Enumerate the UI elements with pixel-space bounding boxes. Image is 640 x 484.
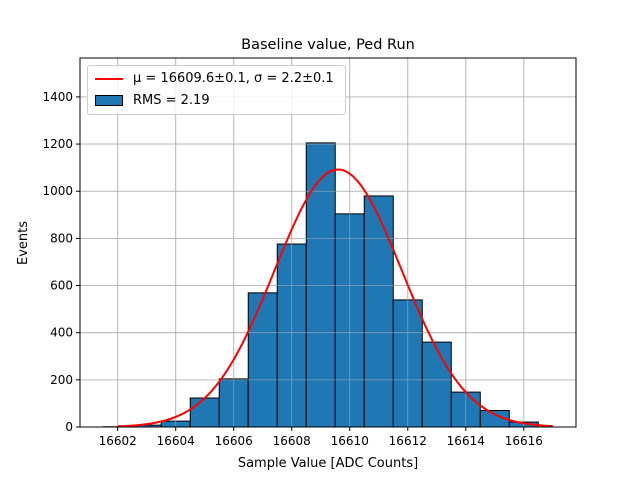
y-tick-label: 200 xyxy=(50,373,73,387)
histogram-bar xyxy=(422,342,451,427)
y-tick-label: 1000 xyxy=(42,184,73,198)
fit-line-swatch xyxy=(95,78,123,80)
legend: μ = 16609.6±0.1, σ = 2.2±0.1 RMS = 2.19 xyxy=(87,65,346,115)
chart-title: Baseline value, Ped Run xyxy=(241,37,415,53)
y-tick-label: 400 xyxy=(50,326,73,340)
histogram-bar xyxy=(306,143,335,427)
y-tick-label: 1400 xyxy=(42,90,73,104)
x-ticks: 16602 16604 16606 16608 16610 16612 16614 16616 xyxy=(99,427,543,448)
x-tick-label: 16612 xyxy=(389,434,427,448)
y-tick-label: 0 xyxy=(65,420,73,434)
x-tick-label: 16606 xyxy=(215,434,253,448)
y-ticks: 0 200 400 600 800 1000 1200 1400 xyxy=(42,90,80,434)
legend-rms-label: RMS = 2.19 xyxy=(133,93,210,108)
histogram-bar xyxy=(190,398,219,427)
x-tick-label: 16616 xyxy=(505,434,543,448)
legend-fit-label: μ = 16609.6±0.1, σ = 2.2±0.1 xyxy=(133,71,334,86)
x-axis-label: Sample Value [ADC Counts] xyxy=(238,456,418,471)
histogram-swatch xyxy=(95,95,123,106)
x-tick-label: 16614 xyxy=(447,434,485,448)
x-tick-label: 16602 xyxy=(99,434,137,448)
bars xyxy=(103,143,538,427)
legend-entry-fit: μ = 16609.6±0.1, σ = 2.2±0.1 xyxy=(95,71,334,86)
x-tick-label: 16608 xyxy=(273,434,311,448)
histogram-bar xyxy=(248,293,277,427)
histogram-bar xyxy=(364,196,393,427)
y-tick-label: 800 xyxy=(50,231,73,245)
y-tick-label: 1200 xyxy=(42,137,73,151)
legend-entry-rms: RMS = 2.19 xyxy=(95,93,210,108)
y-tick-label: 600 xyxy=(50,279,73,293)
x-tick-label: 16610 xyxy=(331,434,369,448)
x-tick-label: 16604 xyxy=(157,434,195,448)
y-axis-label: Events xyxy=(16,221,31,265)
